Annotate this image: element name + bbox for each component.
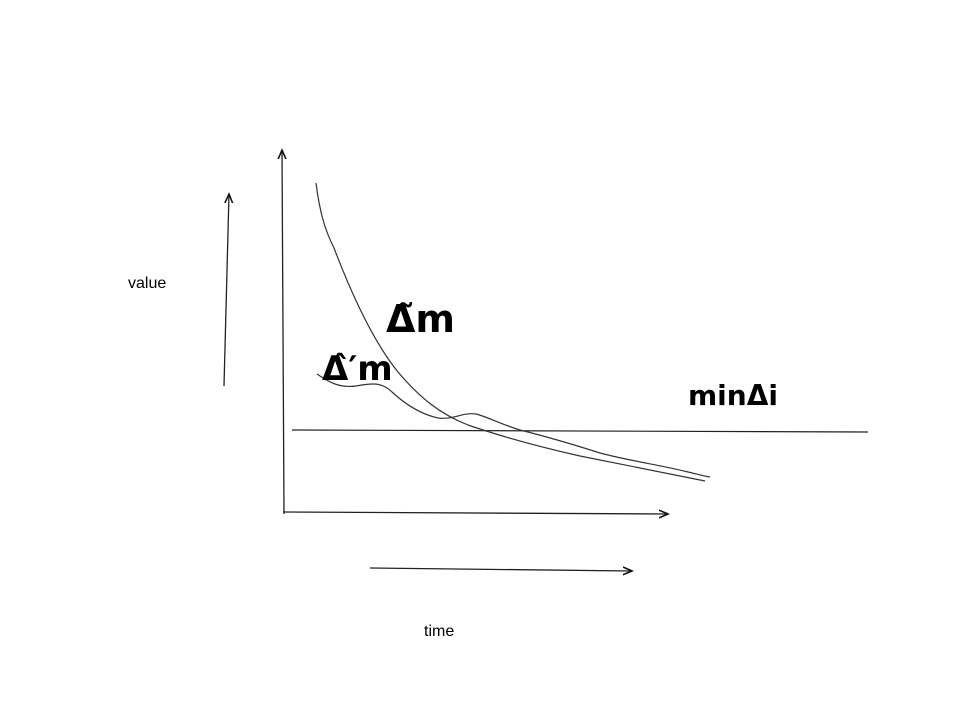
time-direction-arrow — [369, 568, 632, 571]
y-axis — [282, 150, 284, 515]
x-axis — [282, 512, 668, 514]
x-axis-label: time — [424, 623, 454, 640]
hat-delta-prime-label: Δ̂′m — [322, 349, 393, 389]
tilde-delta-label: Δ̃m — [386, 297, 455, 341]
min-delta-line — [291, 429, 869, 433]
hat-delta-prime-curve — [316, 373, 711, 478]
value-direction-arrow — [223, 194, 229, 387]
y-axis-label: value — [128, 275, 166, 292]
min-delta-label: minΔi — [688, 379, 778, 412]
tilde-delta-curve — [315, 182, 706, 482]
